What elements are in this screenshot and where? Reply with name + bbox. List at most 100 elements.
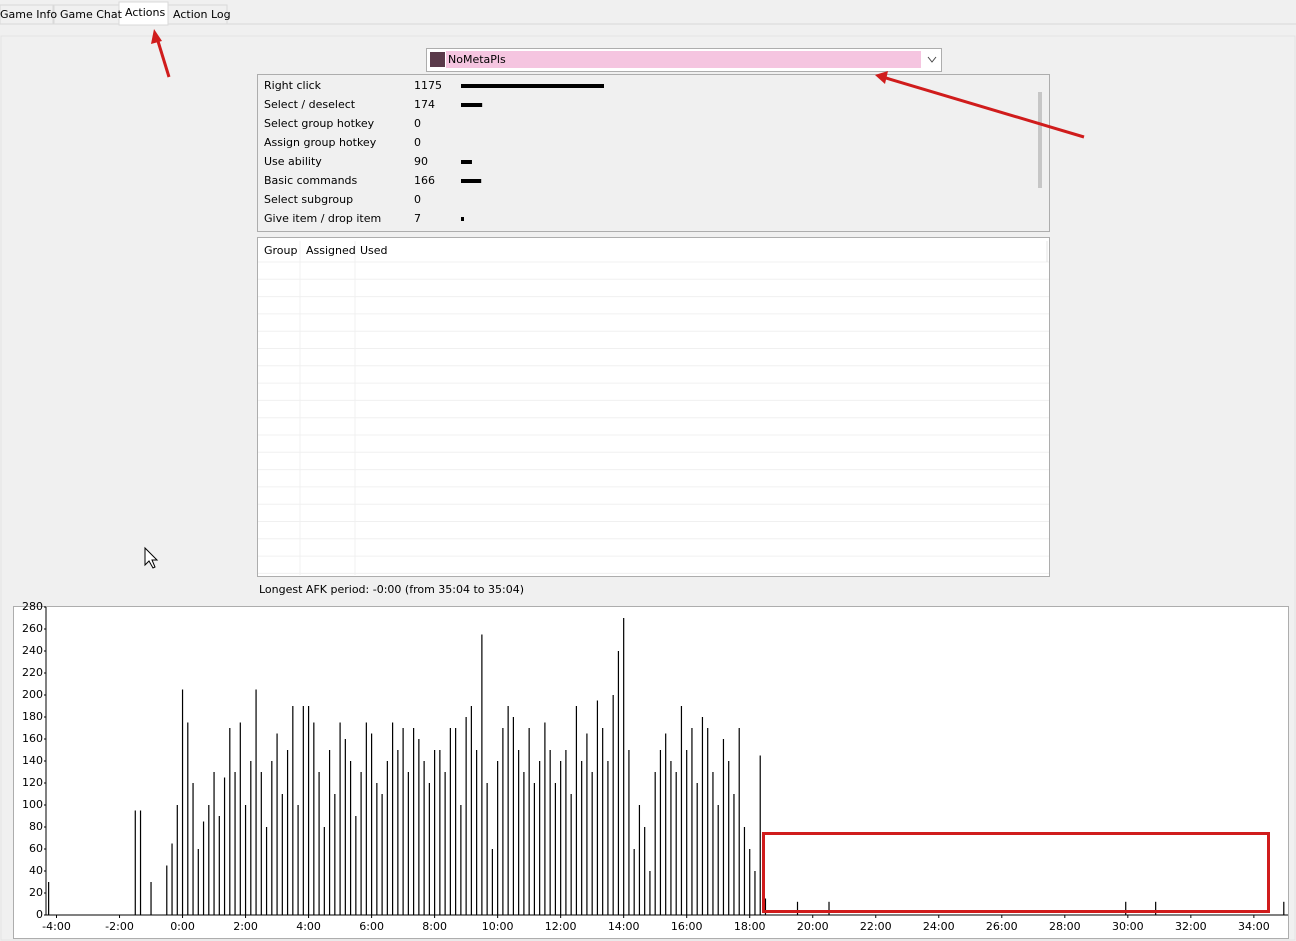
- x-tick-label: 18:00: [734, 920, 766, 933]
- afk-text: Longest AFK period: -0:00 (from 35:04 to…: [259, 583, 524, 596]
- tab-label[interactable]: Actions: [125, 6, 165, 19]
- bar: [250, 761, 252, 915]
- bar: [418, 739, 420, 915]
- x-tick-label: 24:00: [923, 920, 955, 933]
- bar: [743, 827, 746, 915]
- bar: [544, 722, 546, 915]
- tab-label[interactable]: Game Info: [0, 8, 57, 21]
- bar: [670, 761, 672, 915]
- bar: [596, 700, 599, 915]
- bar: [560, 761, 562, 915]
- tab-label[interactable]: Game Chat: [60, 8, 123, 21]
- tab[interactable]: [0, 4, 54, 25]
- bar: [628, 750, 630, 915]
- scrollbar[interactable]: [1038, 92, 1042, 188]
- arrow: [885, 76, 1085, 139]
- action-bar: [461, 103, 483, 107]
- action-list: [257, 74, 1050, 232]
- action-bar: [461, 217, 464, 221]
- bar: [733, 794, 735, 915]
- tab-label[interactable]: Action Log: [173, 8, 231, 21]
- bar: [523, 772, 525, 915]
- bar: [654, 772, 656, 915]
- action-label: Assign group hotkey: [264, 136, 377, 149]
- x-tick-label: 20:00: [797, 920, 829, 933]
- bar: [428, 783, 430, 915]
- bar: [460, 805, 462, 915]
- bar: [276, 733, 278, 915]
- bar: [633, 849, 635, 915]
- tab[interactable]: [167, 4, 228, 25]
- dropdown-arrow[interactable]: [927, 56, 937, 63]
- bar: [617, 651, 620, 915]
- bar: [764, 898, 767, 915]
- bar: [376, 783, 378, 915]
- bar: [134, 810, 136, 915]
- bar: [187, 722, 189, 915]
- bar: [213, 772, 215, 915]
- bar: [481, 634, 483, 915]
- bar: [691, 728, 693, 915]
- x-tick-label: -4:00: [42, 920, 71, 933]
- bar: [717, 805, 719, 915]
- bar: [728, 761, 730, 915]
- bar: [439, 750, 441, 915]
- bar: [392, 722, 394, 915]
- bar: [318, 772, 320, 915]
- x-tick-label: 4:00: [296, 920, 321, 933]
- bar: [297, 805, 299, 915]
- bar: [397, 750, 399, 915]
- y-tick-label: 140: [22, 754, 43, 767]
- bar: [360, 772, 362, 915]
- bar: [218, 816, 220, 915]
- y-tick-label: 0: [36, 908, 43, 921]
- player-name: NoMetaPls: [448, 53, 506, 66]
- bar: [197, 849, 199, 915]
- y-tick-label: 100: [22, 798, 43, 811]
- bar: [313, 722, 315, 915]
- bar: [407, 772, 409, 915]
- bar: [486, 783, 488, 915]
- action-label: Give item / drop item: [264, 212, 381, 225]
- bar: [334, 794, 336, 915]
- action-label: Select group hotkey: [264, 117, 375, 130]
- column-header: Assigned: [306, 244, 356, 257]
- x-tick-label: 16:00: [671, 920, 703, 933]
- dropdown-selection: [446, 51, 921, 68]
- bar: [796, 901, 799, 915]
- action-count: 174: [414, 98, 435, 111]
- bar: [202, 821, 205, 915]
- bar: [828, 901, 830, 915]
- action-count: 90: [414, 155, 428, 168]
- highlight-box: [762, 832, 1270, 913]
- action-bar: [461, 160, 472, 164]
- action-count: 0: [414, 117, 421, 130]
- bar: [696, 783, 698, 915]
- bar: [423, 761, 425, 915]
- bar: [638, 805, 641, 915]
- action-count: 0: [414, 136, 421, 149]
- x-tick-label: 12:00: [545, 920, 577, 933]
- bar: [497, 761, 499, 915]
- bar: [455, 728, 457, 915]
- bar: [659, 750, 662, 915]
- bar: [470, 706, 472, 915]
- action-count: 0: [414, 193, 421, 206]
- x-tick-label: 28:00: [1049, 920, 1081, 933]
- x-tick-label: 8:00: [422, 920, 447, 933]
- bar: [302, 706, 304, 915]
- arrow: [155, 37, 171, 78]
- bar: [491, 849, 493, 915]
- bar: [239, 722, 241, 915]
- bar: [171, 843, 173, 915]
- bar: [344, 739, 346, 915]
- column-header: Group: [264, 244, 298, 257]
- arrows: [151, 29, 1085, 139]
- bar: [265, 827, 268, 915]
- bar: [181, 689, 184, 915]
- bar: [581, 761, 583, 915]
- bar: [749, 849, 751, 915]
- bar: [528, 728, 530, 915]
- action-label: Right click: [264, 79, 322, 92]
